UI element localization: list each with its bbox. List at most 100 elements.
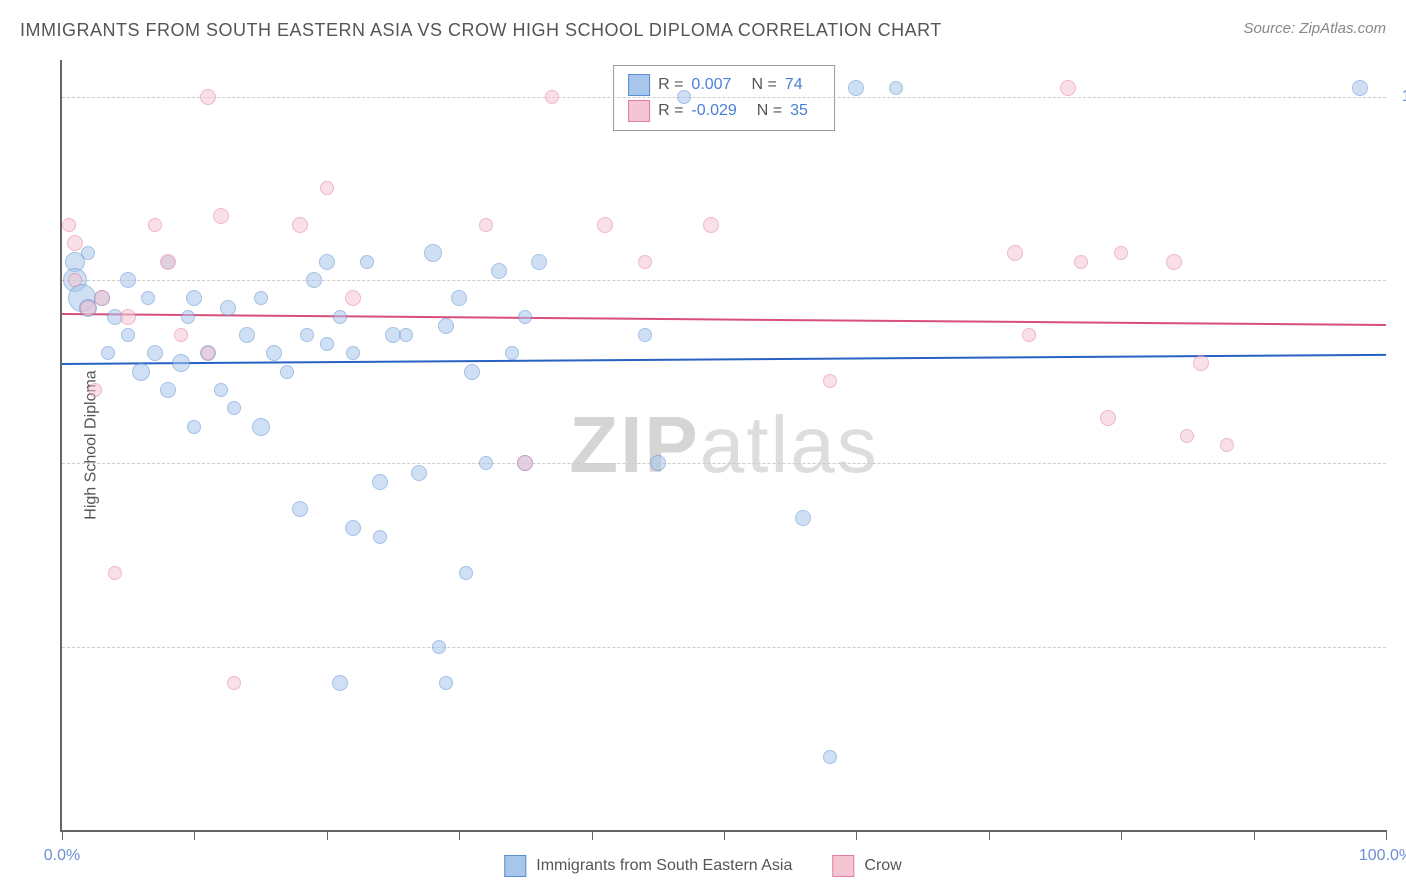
data-point	[597, 217, 613, 233]
legend-label: Immigrants from South Eastern Asia	[536, 857, 792, 875]
data-point	[638, 255, 652, 269]
x-tick	[1386, 830, 1387, 840]
data-point	[464, 364, 480, 380]
data-point	[101, 346, 115, 360]
x-tick	[592, 830, 593, 840]
grid-line	[62, 463, 1386, 464]
x-tick	[724, 830, 725, 840]
data-point	[120, 272, 136, 288]
data-point	[67, 235, 83, 251]
n-label: N =	[757, 102, 782, 120]
data-point	[650, 455, 666, 471]
x-tick-label: 0.0%	[44, 847, 80, 865]
grid-line	[62, 97, 1386, 98]
y-tick-label: 90.0%	[1396, 271, 1406, 289]
legend-item: Immigrants from South Eastern Asia	[504, 855, 792, 877]
data-point	[411, 465, 427, 481]
data-point	[121, 328, 135, 342]
data-point	[491, 263, 507, 279]
data-point	[459, 566, 473, 580]
plot-area: ZIPatlas High School Diploma R =0.007N =…	[60, 60, 1386, 832]
data-point	[432, 640, 446, 654]
data-point	[518, 310, 532, 324]
legend-swatch	[832, 855, 854, 877]
data-point	[1114, 246, 1128, 260]
source-attribution: Source: ZipAtlas.com	[1243, 20, 1386, 37]
data-point	[254, 291, 268, 305]
data-point	[214, 383, 228, 397]
x-tick	[327, 830, 328, 840]
data-point	[1220, 438, 1234, 452]
data-point	[141, 291, 155, 305]
r-value: -0.029	[691, 102, 736, 120]
x-tick	[194, 830, 195, 840]
data-point	[1074, 255, 1088, 269]
legend-swatch	[504, 855, 526, 877]
data-point	[333, 310, 347, 324]
data-point	[889, 81, 903, 95]
data-point	[438, 318, 454, 334]
data-point	[292, 501, 308, 517]
x-tick	[1121, 830, 1122, 840]
data-point	[132, 363, 150, 381]
data-point	[1007, 245, 1023, 261]
data-point	[823, 750, 837, 764]
data-point	[220, 300, 236, 316]
data-point	[266, 345, 282, 361]
correlation-stats-legend: R =0.007N =74R =-0.029N =35	[613, 65, 835, 131]
r-label: R =	[658, 102, 683, 120]
data-point	[160, 382, 176, 398]
data-point	[531, 254, 547, 270]
chart-container: ZIPatlas High School Diploma R =0.007N =…	[60, 60, 1386, 832]
data-point	[517, 455, 533, 471]
data-point	[160, 254, 176, 270]
y-tick-label: 70.0%	[1396, 638, 1406, 656]
data-point	[174, 328, 188, 342]
data-point	[373, 530, 387, 544]
data-point	[332, 675, 348, 691]
n-label: N =	[751, 76, 776, 94]
trend-line	[62, 353, 1386, 364]
data-point	[181, 310, 195, 324]
n-value: 35	[790, 102, 808, 120]
y-tick-label: 100.0%	[1396, 88, 1406, 106]
legend-swatch	[628, 100, 650, 122]
data-point	[346, 346, 360, 360]
data-point	[239, 327, 255, 343]
data-point	[186, 290, 202, 306]
data-point	[319, 254, 335, 270]
chart-title: IMMIGRANTS FROM SOUTH EASTERN ASIA VS CR…	[20, 20, 942, 41]
data-point	[1060, 80, 1076, 96]
data-point	[227, 676, 241, 690]
x-tick	[1254, 830, 1255, 840]
chart-header: IMMIGRANTS FROM SOUTH EASTERN ASIA VS CR…	[0, 0, 1406, 51]
watermark: ZIPatlas	[569, 399, 878, 491]
data-point	[1193, 355, 1209, 371]
data-point	[81, 246, 95, 260]
data-point	[345, 520, 361, 536]
data-point	[360, 255, 374, 269]
data-point	[300, 328, 314, 342]
data-point	[292, 217, 308, 233]
x-tick	[856, 830, 857, 840]
data-point	[200, 89, 216, 105]
data-point	[62, 218, 76, 232]
data-point	[201, 346, 215, 360]
data-point	[1166, 254, 1182, 270]
data-point	[1352, 80, 1368, 96]
data-point	[439, 676, 453, 690]
data-point	[677, 90, 691, 104]
data-point	[88, 383, 102, 397]
x-tick	[989, 830, 990, 840]
data-point	[320, 337, 334, 351]
x-tick-label: 100.0%	[1359, 847, 1406, 865]
data-point	[545, 90, 559, 104]
data-point	[120, 309, 136, 325]
data-point	[306, 272, 322, 288]
data-point	[172, 354, 190, 372]
stats-row: R = -0.029 N = 35	[628, 98, 820, 124]
data-point	[320, 181, 334, 195]
data-point	[108, 566, 122, 580]
data-point	[1022, 328, 1036, 342]
n-value: 74	[785, 76, 803, 94]
